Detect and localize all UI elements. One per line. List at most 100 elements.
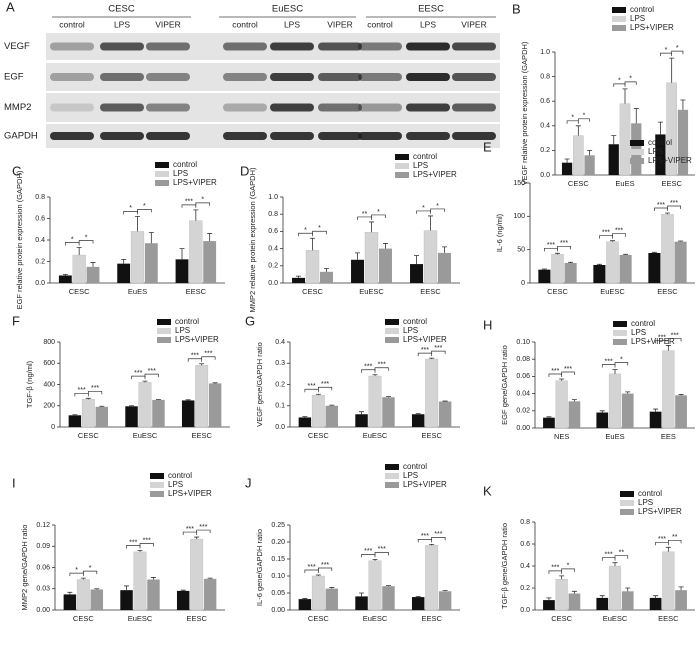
y-tick-label: 0.4 xyxy=(275,339,285,346)
y-tick-label: 0.05 xyxy=(271,590,285,597)
error-bar xyxy=(678,394,684,396)
legend-label: LPS+VIPER xyxy=(630,23,674,32)
significance-bracket xyxy=(196,529,211,534)
significance-label: *** xyxy=(308,564,316,571)
error-bar xyxy=(359,411,365,415)
panel-letter: F xyxy=(12,313,20,328)
panel-letter: I xyxy=(12,475,16,490)
significance-label: *** xyxy=(602,230,610,237)
y-tick-label: 0.2 xyxy=(268,263,278,270)
legend-swatch xyxy=(395,154,409,160)
significance-label: *** xyxy=(434,345,442,352)
y-tick-label: 0.0 xyxy=(35,280,45,287)
blot-band xyxy=(406,132,450,140)
x-tick-label: CESC xyxy=(78,431,99,440)
significance-bracket xyxy=(131,375,146,380)
significance-label: *** xyxy=(551,368,559,375)
error-bar xyxy=(315,574,321,576)
legend-swatch xyxy=(612,25,626,31)
y-tick-label: 0.6 xyxy=(540,98,550,105)
legend-swatch xyxy=(613,339,627,345)
y-axis-label: MMP2 relative protein expression (GAPDH) xyxy=(248,167,257,313)
bar-chart: I MMP2 gene/GAPDH ratio 0.00 0.03 0.06 0.09 0.… xyxy=(12,471,225,623)
error-bar xyxy=(207,233,213,242)
error-bar xyxy=(135,215,140,232)
blot-band xyxy=(452,103,496,112)
y-tick-label: 150 xyxy=(513,180,525,187)
lane-label: LPS xyxy=(114,19,130,29)
bar xyxy=(593,265,606,283)
bar xyxy=(608,373,622,429)
error-bar xyxy=(429,357,435,359)
y-tick-label: 0.6 xyxy=(268,228,278,235)
significance-bracket xyxy=(431,537,446,541)
bar xyxy=(438,591,452,610)
significance-label: *** xyxy=(658,334,666,341)
error-bar xyxy=(355,252,361,260)
bar xyxy=(543,417,555,428)
bar xyxy=(538,269,551,283)
legend-swatch xyxy=(612,7,626,13)
panel-letter: H xyxy=(483,317,492,332)
y-axis-label: EGF gene/GAPDH ratio xyxy=(500,345,509,425)
blot-band xyxy=(318,42,362,51)
bar xyxy=(568,593,581,610)
error-bar xyxy=(67,591,73,595)
error-bar xyxy=(564,158,570,163)
error-bar xyxy=(76,247,82,256)
group-label: CESC xyxy=(108,4,135,15)
error-bar xyxy=(385,396,391,398)
significance-label: *** xyxy=(308,383,316,390)
bar xyxy=(648,253,661,283)
blot-band xyxy=(50,132,94,140)
error-bar xyxy=(382,243,388,249)
bar xyxy=(621,591,634,610)
y-tick-label: 1.0 xyxy=(540,49,550,56)
significance-label: *** xyxy=(670,200,678,207)
bar xyxy=(551,254,564,284)
legend-swatch xyxy=(150,473,164,479)
bar xyxy=(677,109,689,175)
error-bar xyxy=(155,398,161,400)
significance-bracket xyxy=(371,214,386,218)
lane-label: control xyxy=(232,19,258,29)
x-tick-label: EES xyxy=(661,432,676,441)
y-tick-label: 0.2 xyxy=(275,381,285,388)
blot-band xyxy=(146,103,190,112)
significance-bracket xyxy=(74,392,89,397)
error-bar xyxy=(129,405,135,407)
error-bar xyxy=(72,414,78,416)
bar xyxy=(608,565,622,611)
protein-label: EGF xyxy=(4,72,24,83)
legend-swatch xyxy=(155,180,169,186)
bar xyxy=(120,590,133,610)
legend-swatch xyxy=(630,158,644,164)
significance-label: *** xyxy=(615,228,623,235)
significance-label: * xyxy=(318,225,321,232)
bar xyxy=(543,600,555,610)
error-bar xyxy=(587,150,593,156)
bar xyxy=(555,579,568,611)
significance-label: ** xyxy=(362,211,368,218)
blot-band xyxy=(452,132,496,140)
significance-bracket xyxy=(123,211,138,215)
significance-bracket xyxy=(304,388,319,393)
bar xyxy=(649,597,662,610)
error-bar xyxy=(137,550,143,552)
significance-bracket xyxy=(304,569,319,573)
bar xyxy=(662,350,675,429)
bar xyxy=(573,135,584,176)
error-bar xyxy=(329,587,335,589)
error-bar xyxy=(180,589,186,591)
error-bar xyxy=(651,251,657,253)
bar-chart: K TGF-β gene/GAPDH ratio 0.0 0.2 0.4 0.6 0.8 co… xyxy=(483,483,695,623)
significance-label: * xyxy=(620,356,623,363)
bar xyxy=(662,551,675,611)
error-bar xyxy=(599,410,605,413)
significance-bracket xyxy=(312,230,327,235)
y-tick-label: 0.3 xyxy=(275,360,285,367)
significance-bracket xyxy=(614,362,629,366)
x-tick-label: EESC xyxy=(186,287,207,296)
significance-bracket xyxy=(181,204,197,208)
error-bar xyxy=(625,587,631,592)
